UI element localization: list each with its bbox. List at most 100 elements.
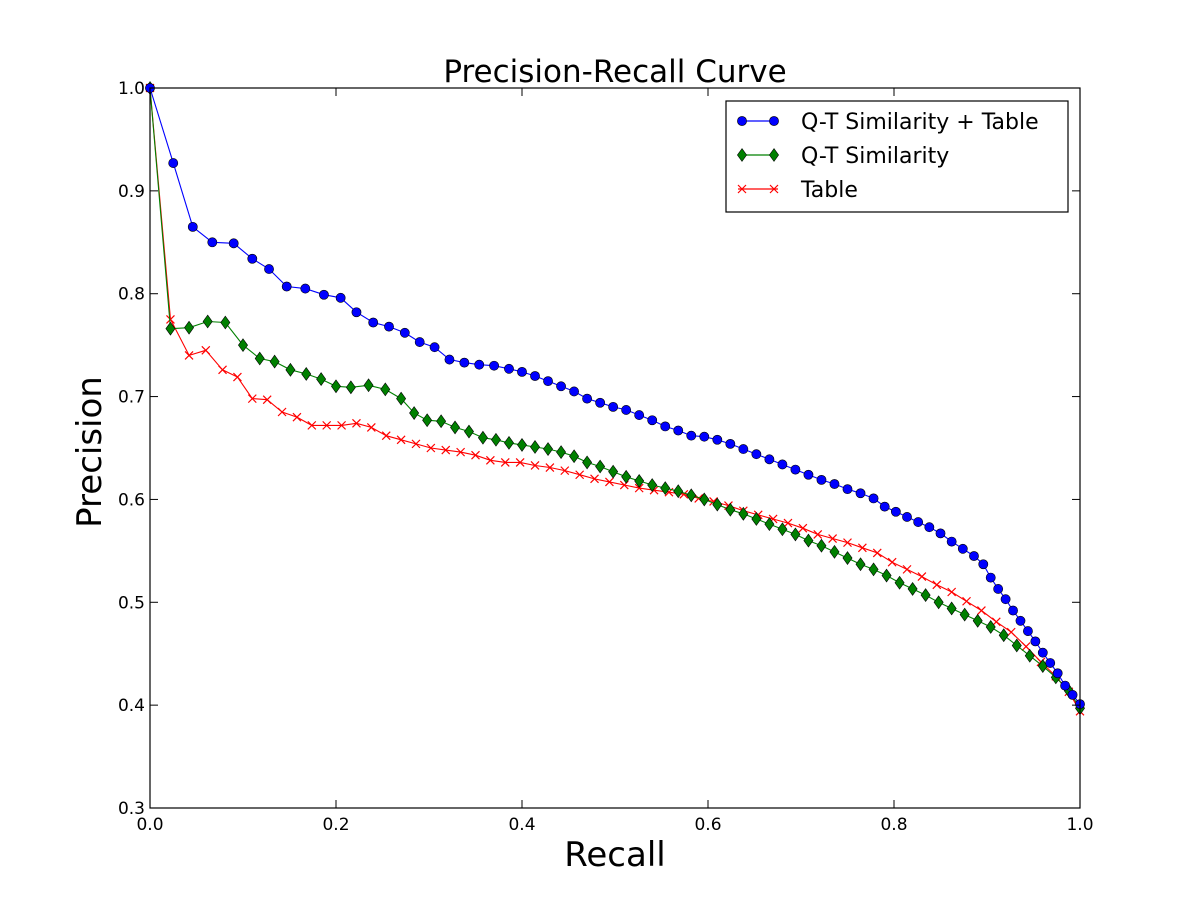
data-point	[543, 376, 553, 387]
data-point	[855, 557, 866, 572]
data-point	[352, 418, 361, 428]
legend-marker	[737, 148, 747, 162]
data-point	[985, 620, 996, 634]
plot-area	[145, 81, 1085, 716]
data-point	[228, 238, 239, 249]
data-point	[842, 484, 853, 495]
data-point	[300, 283, 311, 294]
data-point	[232, 372, 242, 382]
data-point	[556, 381, 566, 392]
data-point	[725, 502, 736, 517]
data-point	[450, 420, 461, 435]
data-point	[319, 289, 329, 300]
data-point	[331, 379, 341, 394]
data-point	[647, 478, 658, 492]
legend-marker	[769, 148, 779, 162]
data-point	[969, 551, 979, 561]
data-point	[933, 595, 944, 610]
data-point	[712, 434, 723, 445]
data-point	[307, 420, 317, 430]
data-point	[335, 292, 346, 303]
data-point	[686, 488, 697, 503]
data-point	[868, 562, 879, 577]
data-point	[634, 483, 644, 493]
data-point	[595, 459, 606, 474]
y-tick-label: 0.3	[118, 799, 145, 819]
data-point	[972, 613, 983, 628]
x-tick-label: 1.0	[1066, 815, 1093, 835]
data-point	[292, 412, 302, 422]
data-point	[962, 596, 971, 606]
data-point	[322, 420, 332, 430]
data-point	[464, 424, 474, 439]
y-tick-label: 0.7	[118, 388, 145, 408]
data-point	[595, 397, 606, 408]
data-point	[621, 469, 632, 484]
y-tick-label: 1.0	[118, 79, 145, 99]
data-point	[1037, 647, 1048, 658]
data-point	[477, 430, 488, 445]
data-point	[575, 470, 585, 480]
data-point	[590, 474, 599, 484]
data-point	[924, 522, 935, 533]
data-point	[351, 307, 362, 318]
data-point	[993, 584, 1004, 594]
data-point	[444, 354, 455, 365]
y-tick-label: 0.5	[118, 593, 145, 613]
data-point	[751, 512, 762, 526]
data-point	[816, 538, 827, 553]
data-point	[238, 338, 248, 353]
data-point	[384, 321, 394, 332]
data-point	[699, 492, 710, 507]
data-point	[422, 413, 433, 428]
data-point	[738, 506, 749, 521]
y-tick-label: 0.8	[118, 285, 145, 305]
legend-label: Q-T Similarity	[801, 144, 949, 169]
data-point	[490, 432, 501, 447]
data-point	[843, 538, 852, 548]
data-point	[569, 386, 579, 397]
data-point	[1023, 626, 1033, 636]
x-axis-label: Recall	[564, 835, 665, 875]
data-point	[608, 401, 619, 412]
data-point	[220, 315, 231, 330]
data-point	[184, 320, 195, 335]
series-2	[145, 83, 1085, 716]
data-point	[281, 281, 292, 292]
data-point	[168, 158, 179, 168]
legend-marker	[737, 184, 747, 194]
data-point	[855, 488, 866, 499]
data-point	[621, 405, 632, 415]
data-point	[712, 497, 723, 512]
data-point	[396, 435, 406, 445]
legend-marker	[769, 116, 779, 126]
data-point	[813, 529, 823, 539]
series-0	[145, 83, 1085, 710]
data-point	[868, 493, 879, 504]
data-point	[829, 479, 840, 489]
data-point	[998, 628, 1009, 643]
data-point	[890, 506, 901, 517]
data-point	[881, 568, 892, 583]
data-point	[879, 501, 890, 512]
chart-title: Precision-Recall Curve	[443, 54, 786, 90]
data-point	[474, 359, 485, 370]
x-tick-label: 0.2	[322, 815, 349, 835]
data-point	[277, 407, 287, 417]
data-point	[411, 439, 421, 449]
data-point	[828, 534, 838, 543]
legend: Q-T Similarity + Table Q-T Similarity Tabl…	[725, 100, 1069, 213]
data-point	[381, 431, 391, 441]
data-point	[269, 354, 280, 369]
y-tick-label: 0.9	[118, 182, 145, 202]
legend-label: Table	[800, 178, 858, 203]
data-point	[946, 536, 957, 547]
y-tick-label: 0.4	[118, 696, 145, 716]
data-point	[725, 438, 736, 449]
data-point	[202, 314, 213, 329]
data-point	[187, 221, 198, 232]
data-point	[1045, 658, 1056, 668]
data-point	[545, 463, 555, 472]
data-point	[842, 551, 853, 565]
